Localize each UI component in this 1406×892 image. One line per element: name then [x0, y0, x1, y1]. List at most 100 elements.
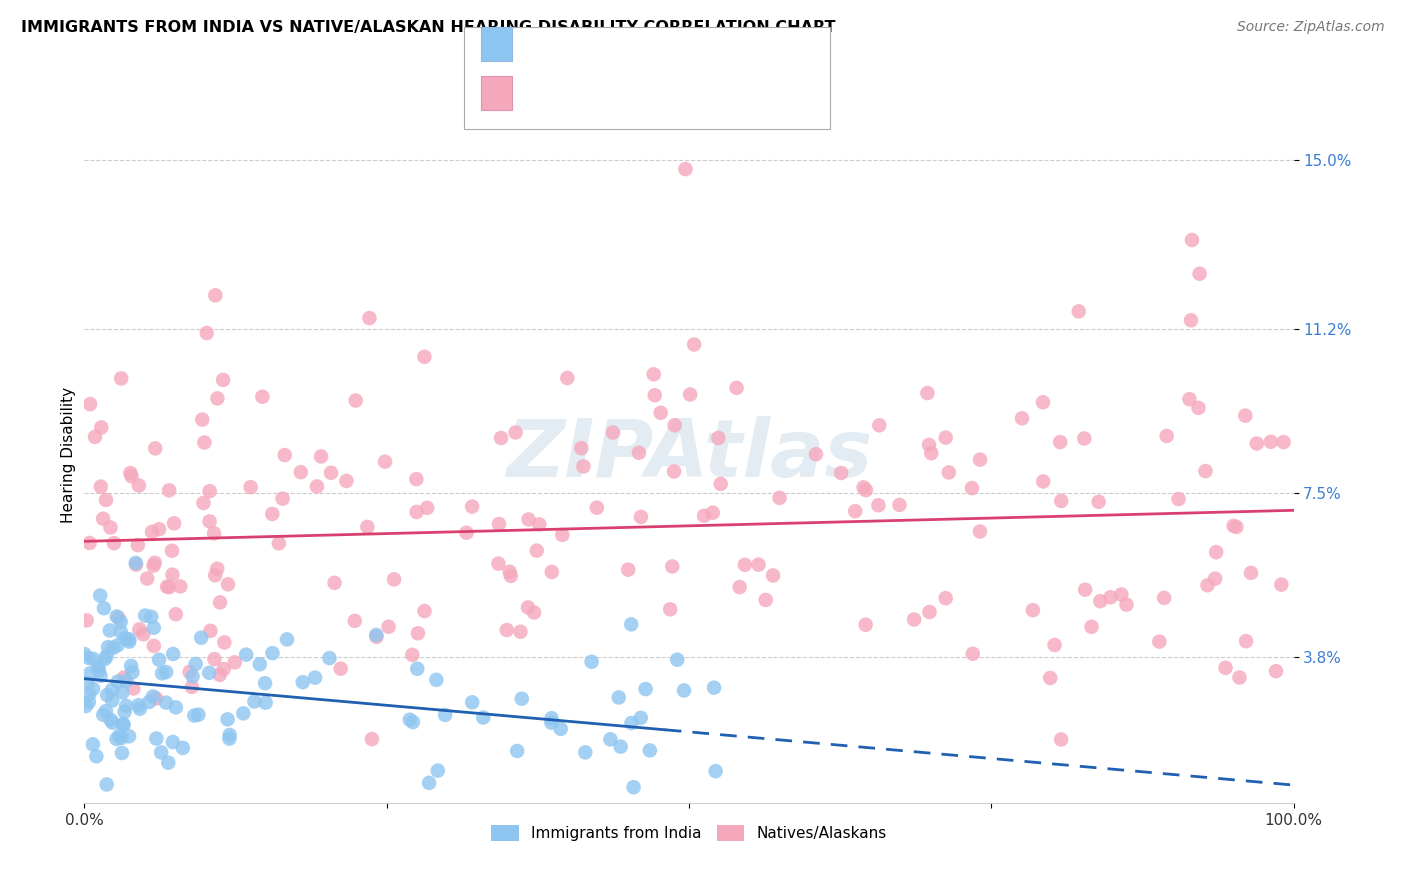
Point	[110, 624, 132, 639]
Text: -0.311: -0.311	[561, 35, 623, 53]
Point	[86, 749, 108, 764]
Point	[125, 556, 148, 570]
Point	[643, 368, 665, 382]
Point	[406, 662, 429, 676]
Point	[728, 580, 751, 594]
Point	[510, 691, 533, 706]
Point	[142, 690, 165, 704]
Point	[218, 731, 240, 746]
Point	[214, 635, 236, 649]
Point	[249, 657, 271, 672]
Point	[90, 669, 112, 683]
Point	[209, 595, 232, 609]
Point	[122, 681, 145, 696]
Legend: Immigrants from India, Natives/Alaskans: Immigrants from India, Natives/Alaskans	[485, 819, 893, 847]
Point	[1180, 313, 1202, 327]
Point	[115, 673, 138, 688]
Point	[125, 558, 148, 572]
Point	[1090, 594, 1112, 608]
Point	[1011, 411, 1033, 425]
Point	[98, 624, 121, 638]
Text: N =: N =	[648, 35, 688, 53]
Point	[361, 732, 384, 747]
Text: ZIPAtlas: ZIPAtlas	[506, 416, 872, 494]
Point	[366, 628, 388, 642]
Text: 0.062: 0.062	[561, 84, 616, 102]
Point	[179, 665, 201, 679]
Point	[627, 446, 650, 460]
Point	[77, 688, 100, 702]
Point	[150, 666, 173, 681]
Point	[118, 634, 141, 648]
Point	[143, 556, 166, 570]
Point	[143, 442, 166, 456]
Point	[960, 481, 983, 495]
Point	[208, 668, 231, 682]
Point	[198, 515, 221, 529]
Point	[962, 647, 984, 661]
Point	[938, 466, 960, 480]
Point	[609, 739, 631, 754]
Point	[121, 469, 143, 483]
Point	[276, 632, 298, 647]
Point	[830, 466, 852, 480]
Point	[224, 656, 246, 670]
Point	[382, 572, 405, 586]
Point	[87, 663, 110, 677]
Point	[115, 698, 138, 713]
Point	[461, 500, 484, 514]
Point	[418, 776, 440, 790]
Point	[1050, 494, 1073, 508]
Point	[110, 615, 132, 629]
Point	[434, 708, 457, 723]
Point	[162, 567, 184, 582]
Point	[472, 710, 495, 724]
Point	[148, 653, 170, 667]
Point	[1074, 582, 1097, 597]
Point	[1234, 409, 1257, 423]
Point	[675, 162, 697, 177]
Point	[105, 731, 128, 746]
Point	[550, 722, 572, 736]
Point	[120, 659, 142, 673]
Point	[620, 617, 643, 632]
Point	[142, 558, 165, 573]
Point	[499, 569, 522, 583]
Point	[1240, 566, 1263, 580]
Point	[1032, 395, 1054, 409]
Point	[127, 538, 149, 552]
Point	[768, 491, 790, 505]
Point	[96, 648, 118, 663]
Point	[1181, 233, 1204, 247]
Point	[187, 707, 209, 722]
Point	[94, 492, 117, 507]
Point	[703, 681, 725, 695]
Point	[707, 431, 730, 445]
Point	[1260, 434, 1282, 449]
Point	[212, 662, 235, 676]
Point	[344, 393, 367, 408]
Point	[107, 674, 129, 689]
Point	[111, 717, 134, 731]
Point	[212, 373, 235, 387]
Point	[1022, 603, 1045, 617]
Point	[540, 715, 562, 730]
Point	[163, 516, 186, 531]
Point	[672, 683, 695, 698]
Point	[165, 700, 187, 714]
Point	[405, 472, 427, 486]
Point	[262, 646, 284, 660]
Point	[110, 731, 132, 745]
Point	[217, 712, 239, 726]
Point	[82, 652, 104, 666]
Point	[274, 448, 297, 462]
Point	[121, 665, 143, 680]
Point	[335, 474, 357, 488]
Point	[416, 500, 439, 515]
Point	[868, 418, 890, 433]
Point	[128, 698, 150, 713]
Point	[232, 706, 254, 721]
Point	[1222, 519, 1244, 533]
Point	[1156, 429, 1178, 443]
Point	[661, 559, 683, 574]
